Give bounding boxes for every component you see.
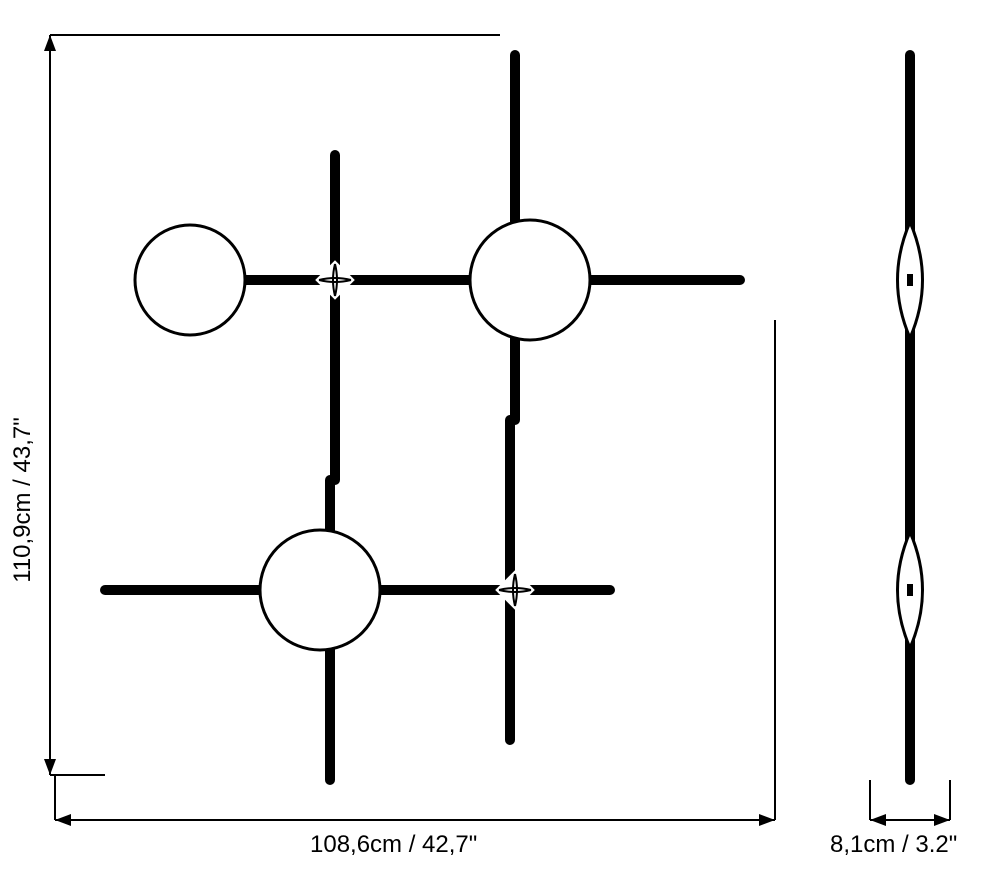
dimension-height: 110,9cm / 43,7" (9, 35, 500, 775)
arrowhead (55, 814, 71, 826)
side-lens-notch-1 (907, 584, 913, 596)
dimension-depth-label: 8,1cm / 3.2" (830, 831, 957, 858)
globe-0 (135, 225, 245, 335)
front-view (105, 55, 740, 780)
globe-2 (260, 530, 380, 650)
arrowhead (934, 814, 950, 826)
technical-drawing: 110,9cm / 43,7" 108,6cm / 42,7" 8,1cm / 3.… (0, 0, 1000, 873)
arrowhead (44, 35, 56, 51)
arrowhead (44, 759, 56, 775)
dimension-height-label: 110,9cm / 43,7" (9, 417, 36, 583)
arrowhead (870, 814, 886, 826)
dimension-width-label: 108,6cm / 42,7" (310, 831, 477, 858)
side-lens-notch-0 (907, 274, 913, 286)
globe-1 (470, 220, 590, 340)
side-view (898, 55, 923, 780)
arrowhead (759, 814, 775, 826)
